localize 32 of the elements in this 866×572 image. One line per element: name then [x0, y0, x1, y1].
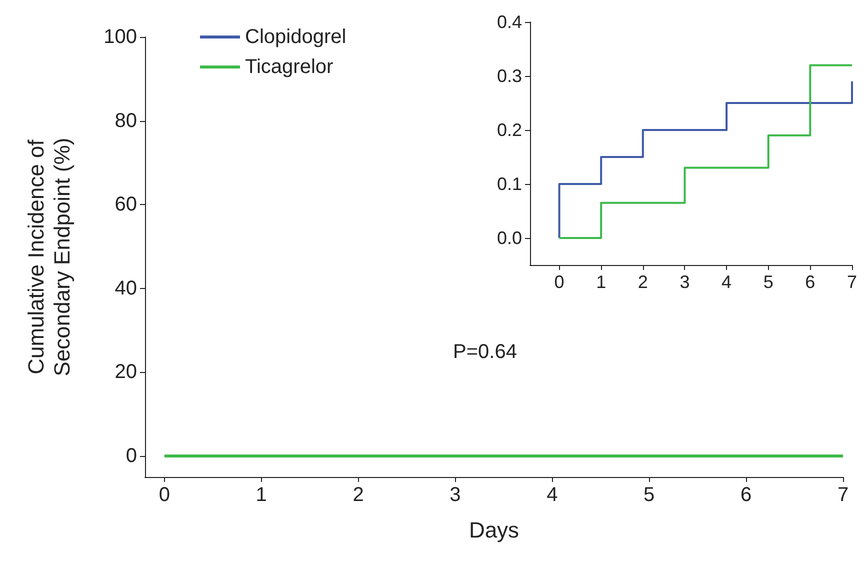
x-axis-title: Days [468, 518, 520, 542]
y-tick-label: 0.4 [496, 12, 522, 32]
y-axis-title: Cumulative Incidence of Secondary Endpoint (%) [24, 138, 74, 376]
x-tick-label: 1 [256, 484, 267, 506]
x-tick-label: 0 [158, 484, 170, 506]
y-tick-label: 20 [114, 361, 137, 384]
x-tick-label: 5 [763, 272, 774, 292]
x-tick-label: 2 [352, 484, 364, 506]
y-tick-label: 0.0 [496, 228, 522, 248]
x-tick-label: 1 [596, 272, 606, 292]
x-tick-label: 4 [546, 484, 558, 506]
x-tick-label: 4 [722, 272, 732, 292]
y-tick-label: 0.2 [496, 120, 522, 140]
legend-label: Clopidogrel [245, 26, 346, 48]
x-tick-label: 3 [450, 484, 461, 506]
y-tick-label: 0.3 [496, 66, 522, 86]
legend-label: Ticagrelor [245, 56, 334, 78]
x-tick-label: 0 [554, 272, 564, 292]
x-tick-label: 5 [644, 484, 655, 506]
x-tick-label: 6 [740, 484, 752, 506]
x-tick-label: 2 [638, 272, 648, 292]
y-tick-label: 60 [114, 194, 137, 216]
y-tick-label: 80 [114, 110, 137, 132]
y-tick-label: 40 [114, 277, 137, 300]
y-tick-label: 100 [104, 26, 137, 48]
y-tick-label: 0 [126, 445, 137, 468]
x-tick-label: 7 [846, 272, 858, 292]
y-tick-label: 0.1 [496, 174, 522, 194]
annotation: P=0.64 [453, 341, 517, 363]
x-tick-label: 3 [680, 272, 690, 292]
x-tick-label: 7 [837, 484, 849, 506]
x-tick-label: 6 [805, 272, 816, 292]
